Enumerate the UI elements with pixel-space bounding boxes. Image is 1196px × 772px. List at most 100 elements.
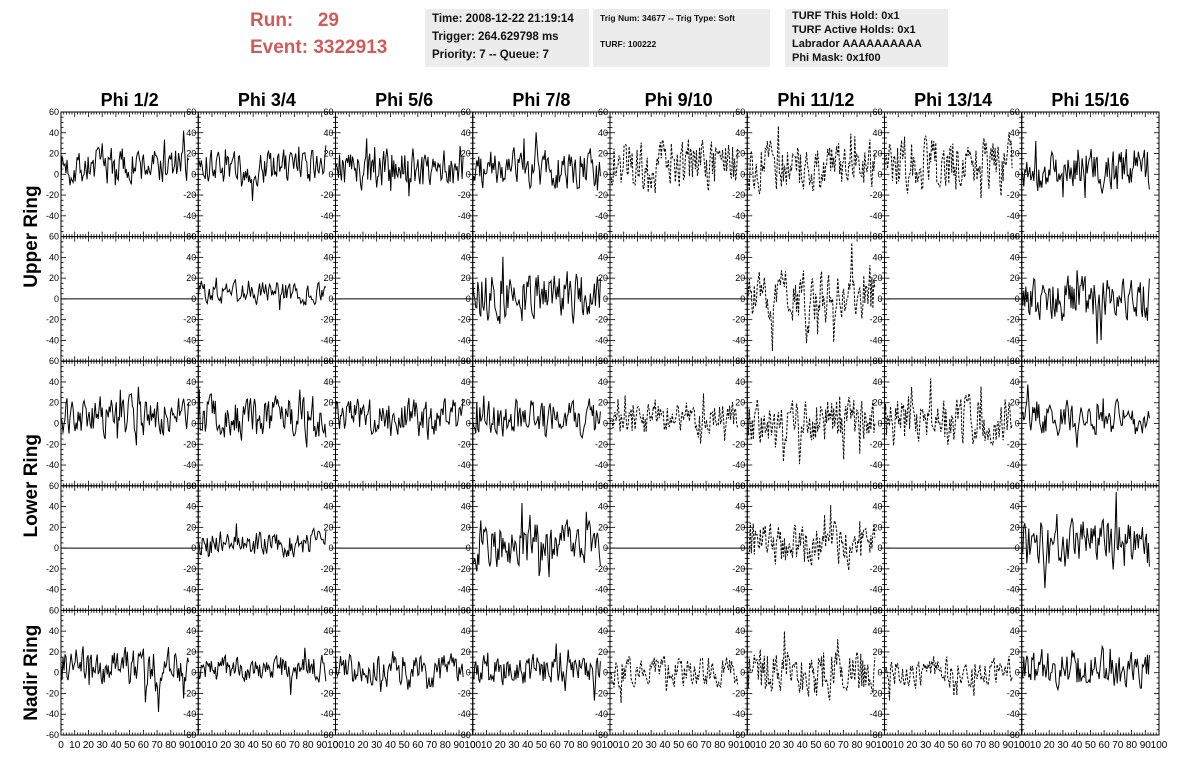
y-tick-label: 40: [49, 128, 59, 138]
y-tick-label: 0: [1015, 294, 1020, 304]
waveform-solid: [197, 523, 327, 558]
y-tick-label: 40: [1010, 377, 1020, 387]
y-tick-label: -20: [458, 190, 471, 200]
y-tick-label: 20: [735, 149, 745, 159]
y-tick-label: -40: [732, 335, 745, 345]
y-tick-label: -20: [595, 315, 608, 325]
y-tick-label: 0: [328, 543, 333, 553]
y-tick-label: -20: [869, 564, 882, 574]
y-tick-label: -40: [183, 335, 196, 345]
y-tick-label: -20: [595, 190, 608, 200]
column-title: Phi 5/6: [375, 90, 433, 110]
y-tick-label: -40: [595, 585, 608, 595]
y-tick-label: 40: [598, 502, 608, 512]
waveform-dashed: [884, 378, 1013, 446]
y-tick-label: -40: [869, 211, 882, 221]
event-line: Event: 3322913: [250, 37, 387, 59]
waveform-dashed: [746, 393, 876, 465]
y-tick-label: 40: [872, 502, 882, 512]
waveform-solid: [60, 130, 190, 186]
y-tick-label: -20: [46, 315, 59, 325]
y-tick-label: 60: [872, 356, 882, 366]
waveform-dashed: [746, 242, 876, 352]
y-tick-label: 20: [323, 398, 333, 408]
y-tick-label: 0: [603, 169, 608, 179]
y-tick-label: 20: [598, 398, 608, 408]
y-tick-label: 60: [49, 107, 59, 117]
y-tick-label: 60: [461, 232, 471, 242]
y-tick-label: -20: [320, 439, 333, 449]
y-tick-label: 60: [1010, 232, 1020, 242]
y-tick-label: 20: [598, 522, 608, 532]
y-tick-label: 60: [872, 481, 882, 491]
y-tick-label: -20: [46, 439, 59, 449]
y-tick-label: -20: [1007, 190, 1020, 200]
y-tick-label: 40: [461, 252, 471, 262]
y-tick-label: -20: [869, 439, 882, 449]
ring-label: Nadir Ring: [21, 625, 42, 721]
column-title: Phi 11/12: [777, 90, 854, 110]
waveform-solid: [1021, 270, 1150, 344]
waveform-solid: [335, 397, 464, 440]
y-tick-label: 0: [191, 543, 196, 553]
y-tick-label: 20: [49, 522, 59, 532]
run-value: 29: [317, 10, 339, 31]
y-tick-label: -20: [458, 564, 471, 574]
waveform-dashed: [746, 505, 876, 571]
y-tick-label: 40: [872, 128, 882, 138]
y-tick-label: 60: [598, 356, 608, 366]
panel-frame: [197, 360, 336, 487]
panel-frame: [609, 360, 748, 487]
y-tick-label: -20: [1007, 315, 1020, 325]
trig-info-box: Trig Num: 34677 -- Trig Type: Soft TURF:…: [593, 9, 770, 67]
y-tick-label: 20: [735, 398, 745, 408]
y-tick-label: -40: [46, 585, 59, 595]
y-tick-label: 60: [872, 232, 882, 242]
trigger-text: Trigger: 264.629798 ms: [432, 31, 559, 43]
y-tick-label: 40: [735, 502, 745, 512]
y-tick-label: 0: [1015, 169, 1020, 179]
y-tick-label: -20: [46, 564, 59, 574]
column-title: Phi 7/8: [512, 90, 570, 110]
y-tick-label: 60: [1010, 356, 1020, 366]
y-tick-label: 20: [461, 398, 471, 408]
y-tick-label: 20: [323, 273, 333, 283]
y-tick-label: 20: [872, 273, 882, 283]
y-tick-label: 0: [54, 419, 59, 429]
y-tick-label: -40: [320, 335, 333, 345]
turf-info-box: TURF This Hold: 0x1 TURF Active Holds: 0…: [785, 9, 948, 67]
run-label: Run:: [250, 10, 294, 31]
waveform-solid: [1021, 140, 1150, 199]
phi-mask-text: Phi Mask: 0x1f00: [792, 52, 881, 64]
time-info-box: Time: 2008-12-22 21:19:14 Trigger: 264.6…: [425, 9, 589, 67]
y-tick-label: 0: [877, 419, 882, 429]
y-tick-label: -20: [732, 564, 745, 574]
time-text: Time: 2008-12-22 21:19:14: [432, 13, 574, 25]
run-event-box: Run: 29 Event: 3322913: [250, 8, 420, 64]
y-tick-label: 40: [461, 502, 471, 512]
y-tick-label: 40: [49, 252, 59, 262]
y-tick-label: -40: [732, 585, 745, 595]
y-tick-label: 60: [323, 481, 333, 491]
y-tick-label: -40: [458, 211, 471, 221]
y-tick-label: -20: [320, 190, 333, 200]
y-tick-label: 60: [323, 232, 333, 242]
y-tick-label: 0: [54, 294, 59, 304]
y-tick-label: 0: [54, 543, 59, 553]
y-tick-label: 40: [323, 502, 333, 512]
y-tick-label: 60: [1010, 107, 1020, 117]
y-tick-label: 20: [735, 273, 745, 283]
y-tick-label: 20: [598, 273, 608, 283]
y-tick-label: 0: [740, 294, 745, 304]
y-tick-label: 60: [872, 107, 882, 117]
ring-label: Lower Ring: [21, 434, 42, 537]
y-tick-label: 0: [466, 543, 471, 553]
trig-num-text: Trig Num: 34677 -- Trig Type: Soft: [600, 13, 735, 23]
y-tick-label: -40: [320, 211, 333, 221]
y-tick-label: 60: [323, 107, 333, 117]
y-tick-label: -40: [183, 460, 196, 470]
y-tick-label: 60: [735, 356, 745, 366]
y-tick-label: 60: [735, 107, 745, 117]
waveform-solid: [472, 395, 601, 439]
